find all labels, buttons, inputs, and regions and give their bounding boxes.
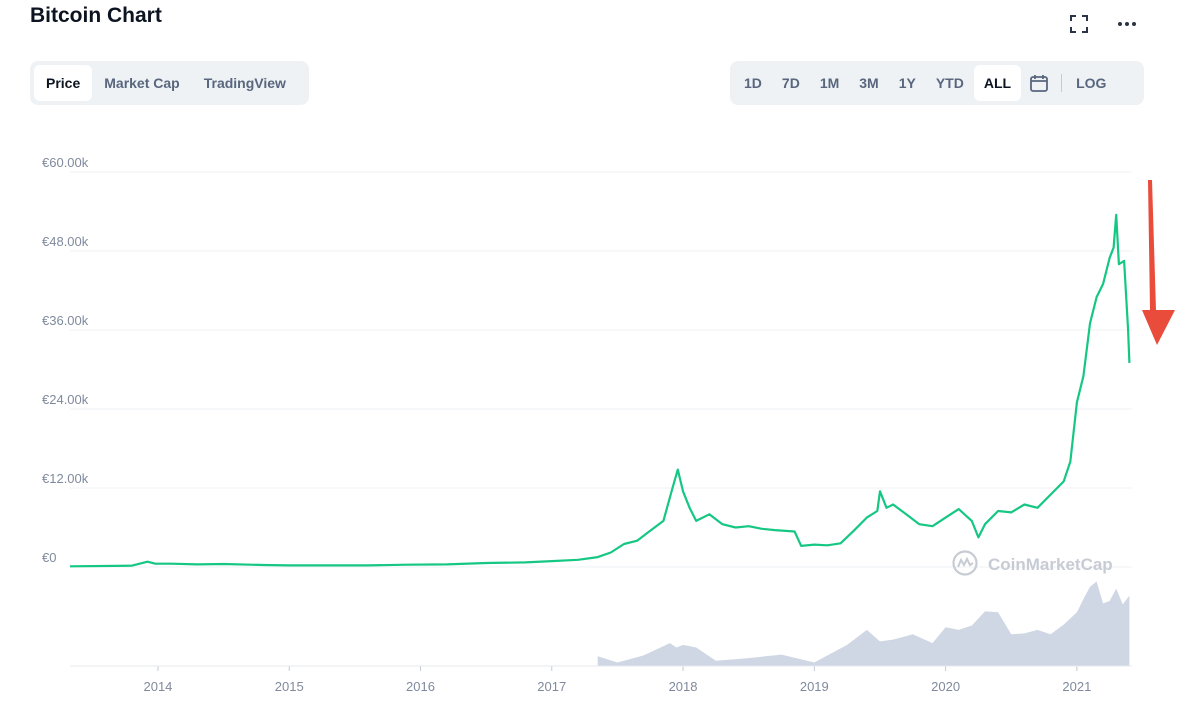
y-tick-label: €0 bbox=[42, 550, 56, 565]
y-tick-label: €48.00k bbox=[42, 234, 89, 249]
x-axis-labels: 2014 2015 2016 2017 2018 2019 2020 2021 bbox=[143, 666, 1091, 694]
page-title: Bitcoin Chart bbox=[30, 4, 162, 27]
y-axis-labels: €0 €12.00k €24.00k €36.00k €48.00k €60.00k bbox=[42, 155, 89, 565]
tab-price[interactable]: Price bbox=[34, 65, 93, 101]
x-tick-label: 2015 bbox=[275, 679, 304, 694]
volume-bars bbox=[597, 581, 1130, 666]
price-series-line bbox=[69, 213, 1131, 568]
range-1y[interactable]: 1Y bbox=[898, 75, 916, 91]
range-1m[interactable]: 1M bbox=[819, 75, 840, 91]
x-tick-label: 2018 bbox=[669, 679, 698, 694]
range-7d[interactable]: 7D bbox=[781, 75, 800, 91]
chart-type-tabs: Price Market Cap TradingView bbox=[30, 61, 309, 105]
y-tick-label: €12.00k bbox=[42, 471, 89, 486]
range-all[interactable]: ALL bbox=[973, 65, 1022, 101]
x-tick-label: 2016 bbox=[406, 679, 435, 694]
y-tick-label: €36.00k bbox=[42, 313, 89, 328]
x-tick-label: 2019 bbox=[800, 679, 829, 694]
log-toggle[interactable]: LOG bbox=[1076, 75, 1107, 91]
range-ytd[interactable]: YTD bbox=[935, 75, 964, 91]
x-tick-label: 2020 bbox=[931, 679, 960, 694]
tab-market-cap[interactable]: Market Cap bbox=[104, 75, 180, 91]
tab-tradingview[interactable]: TradingView bbox=[203, 75, 286, 91]
expand-icon[interactable] bbox=[1068, 14, 1090, 36]
more-dots-icon[interactable] bbox=[1116, 14, 1138, 36]
divider bbox=[1061, 74, 1063, 92]
range-3m[interactable]: 3M bbox=[859, 75, 879, 91]
top-icons bbox=[1068, 14, 1138, 36]
x-tick-label: 2017 bbox=[537, 679, 566, 694]
y-tick-label: €60.00k bbox=[42, 155, 89, 170]
grid-lines bbox=[70, 171, 1132, 568]
x-tick-label: 2021 bbox=[1062, 679, 1091, 694]
range-tabs: 1D 7D 1M 3M 1Y YTD ALL LOG bbox=[730, 61, 1144, 105]
volume-area bbox=[597, 581, 1130, 666]
coinmarketcap-logo-icon bbox=[952, 550, 978, 576]
range-1d[interactable]: 1D bbox=[744, 75, 762, 91]
watermark: CoinMarketCap bbox=[988, 555, 1113, 574]
y-tick-label: €24.00k bbox=[42, 392, 89, 407]
calendar-icon[interactable] bbox=[1021, 65, 1057, 101]
down-arrow bbox=[1142, 180, 1175, 345]
x-tick-label: 2014 bbox=[143, 679, 172, 694]
